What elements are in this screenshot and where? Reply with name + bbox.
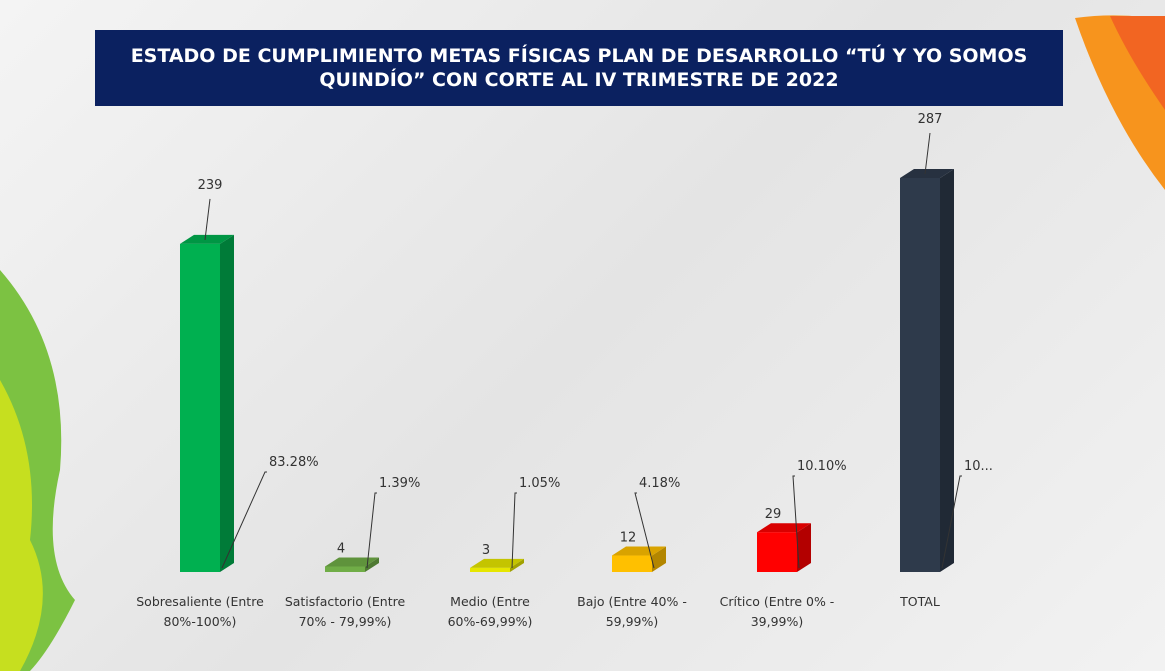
value-label: 4 — [337, 542, 345, 557]
bar — [612, 555, 652, 572]
leader-line — [204, 198, 211, 240]
leader-line — [924, 132, 931, 175]
decoration — [1110, 16, 1165, 110]
percent-label: 10.10% — [797, 459, 847, 474]
x-tick-label: Crítico (Entre 0% - 39,99%) — [719, 594, 835, 629]
value-label: 239 — [198, 178, 223, 193]
x-tick-label: TOTAL — [900, 594, 940, 609]
bar-side — [365, 557, 379, 572]
bar-top — [757, 523, 811, 533]
percent-label: 1.39% — [379, 476, 420, 491]
bar-side — [510, 558, 524, 572]
bar-side — [652, 546, 666, 572]
bar-top — [900, 169, 954, 178]
value-label: 287 — [918, 112, 943, 127]
decoration — [0, 380, 43, 671]
bar — [325, 566, 365, 572]
bar-side — [940, 169, 954, 572]
value-label: 3 — [482, 543, 490, 558]
x-tick-label: Satisfactorio (Entre 70% - 79,99%) — [284, 594, 406, 629]
x-tick-label: Bajo (Entre 40% - 59,99%) — [577, 594, 687, 629]
leader-line — [634, 492, 655, 569]
leader-line — [941, 475, 962, 569]
bar-top — [180, 234, 234, 244]
value-label: 12 — [620, 531, 637, 546]
bar-side — [797, 523, 811, 572]
leader-line — [511, 492, 517, 569]
bar — [180, 243, 220, 572]
bar-top — [470, 558, 524, 568]
bar — [470, 567, 510, 572]
bar — [900, 178, 940, 572]
bar-top — [612, 546, 666, 556]
percent-label: 1.05% — [519, 476, 560, 491]
bar-top — [325, 557, 379, 567]
leader-line — [221, 471, 267, 569]
bar — [757, 532, 797, 572]
leader-line — [792, 475, 800, 569]
leader-line — [366, 492, 377, 569]
percent-label: 10... — [964, 459, 993, 474]
percent-label: 4.18% — [639, 476, 680, 491]
x-tick-label: Sobresaliente (Entre 80%-100%) — [136, 594, 264, 629]
bar-side — [220, 234, 234, 572]
x-tick-label: Medio (Entre 60%-69,99%) — [447, 594, 533, 629]
chart-title: ESTADO DE CUMPLIMIENTO METAS FÍSICAS PLA… — [95, 30, 1063, 106]
value-label: 29 — [765, 507, 782, 522]
percent-label: 83.28% — [269, 455, 319, 470]
